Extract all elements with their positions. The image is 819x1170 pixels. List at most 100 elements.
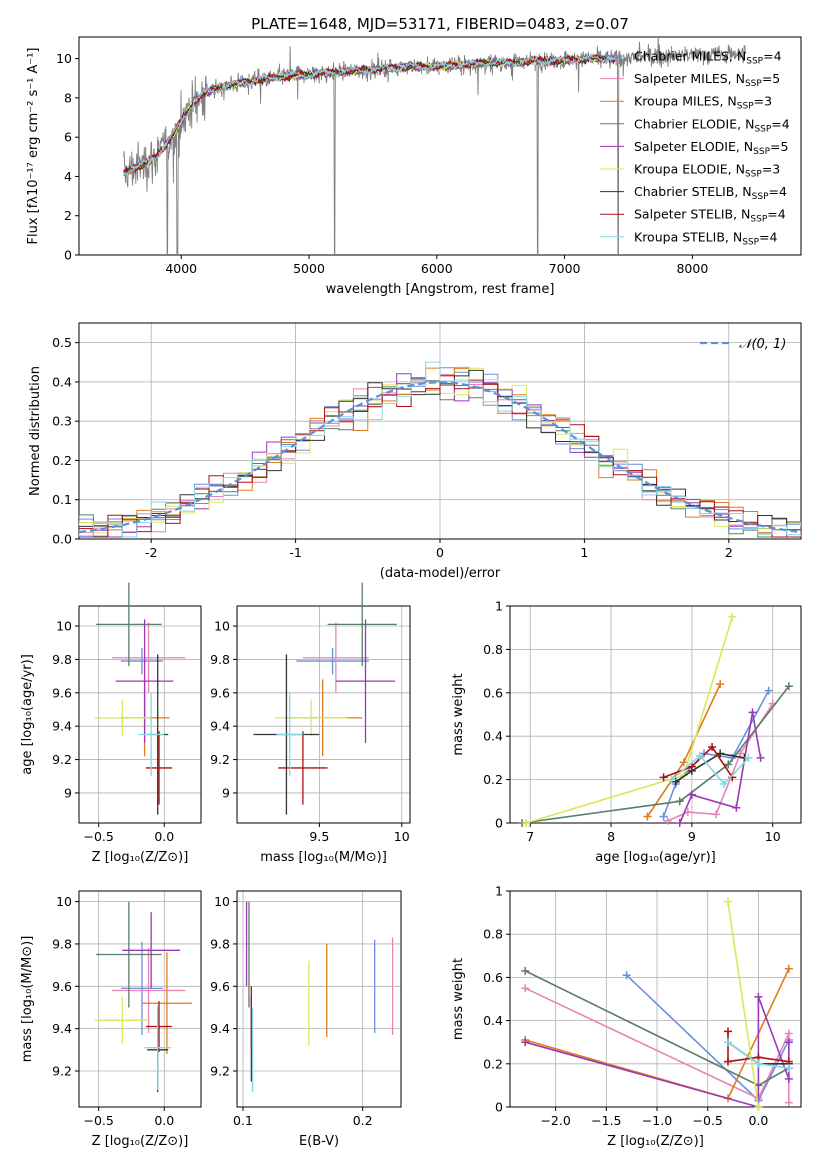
- y-tick-label: 9.4: [210, 1021, 230, 1036]
- legend-subscript: SSP: [750, 215, 767, 225]
- y-tick-label: 10: [56, 619, 72, 634]
- errorbar-point: [120, 647, 163, 675]
- legend-subscript: SSP: [737, 102, 754, 112]
- y-axis-label: mass weight: [451, 958, 466, 1040]
- y-tick-label: 1: [495, 599, 503, 614]
- model-spectrum-line: [123, 53, 616, 176]
- y-tick-label: 0.8: [483, 927, 503, 942]
- errorbar-point: [296, 647, 369, 675]
- x-tick-label: −1.5: [591, 1113, 621, 1128]
- y-tick-label: 9.2: [210, 1064, 230, 1079]
- errorbar-point: [302, 622, 369, 693]
- errorbar-point: [276, 692, 303, 777]
- errorbar-point: [120, 941, 163, 1035]
- plus-marker: [700, 749, 708, 758]
- errorbar-point: [145, 1001, 173, 1052]
- plus-marker: [754, 1103, 763, 1111]
- x-tick-label: -1: [289, 545, 301, 560]
- legend-count: =5: [762, 71, 780, 86]
- x-tick-label: 7: [526, 829, 534, 844]
- legend-entry: Salpeter STELIB, NSSP=4: [634, 207, 786, 225]
- plus-marker: [663, 816, 672, 825]
- y-tick-label: 9.6: [52, 979, 72, 994]
- x-axis-label: Z [log₁₀(Z/Z⊙)]: [92, 1134, 189, 1149]
- plus-marker: [732, 803, 741, 812]
- y-tick-label: 0: [495, 816, 503, 831]
- x-tick-label: 9.5: [309, 829, 329, 844]
- plus-marker: [723, 1027, 732, 1036]
- legend-subscript: SSP: [752, 192, 769, 202]
- plus-marker: [679, 758, 688, 767]
- plus-marker: [723, 1038, 732, 1047]
- series-line: [521, 685, 790, 824]
- legend-entry: 𝒩(0, 1): [739, 337, 786, 352]
- y-tick-label: 0.2: [483, 772, 503, 787]
- y-tick-label: 9.8: [52, 652, 72, 667]
- plus-marker: [764, 686, 773, 695]
- legend-subscript: SSP: [745, 79, 762, 89]
- errorbar-point: [278, 731, 328, 805]
- y-tick-label: 0.6: [483, 970, 503, 985]
- y-axis-label: mass weight: [451, 673, 466, 755]
- y-tick-label: 9.4: [52, 719, 72, 734]
- x-tick-label: 0.2: [353, 1113, 373, 1128]
- x-tick-label: 0.1: [233, 1113, 253, 1128]
- series-line: [525, 616, 734, 824]
- y-tick-label: 0.4: [52, 374, 72, 389]
- errorbar-point: [96, 582, 162, 667]
- plus-marker: [784, 682, 793, 691]
- axes-frame: [236, 890, 402, 1108]
- y-tick-label: 4: [64, 169, 72, 184]
- massweight_vs_Z-panel: −2.0 −1.5 −1.0 −0.5 0.0 0 0.2 0.4 0.6 0.8 1 Z [log₁…: [451, 884, 802, 1149]
- plus-marker: [695, 751, 704, 760]
- axes-frame: [78, 36, 802, 256]
- errorbar-point: [138, 692, 165, 777]
- x-axis-label: E(B-V): [299, 1134, 339, 1149]
- y-tick-label: 0.3: [52, 414, 72, 429]
- plus-marker: [708, 743, 717, 752]
- plus-marker: [724, 760, 733, 769]
- x-tick-label: 4000: [165, 261, 197, 276]
- legend-count: =4: [769, 184, 787, 199]
- x-tick-label: 0.0: [154, 829, 174, 844]
- errorbar-point: [144, 1005, 171, 1091]
- x-axis-label: Z [log₁₀(Z/Z⊙)]: [607, 1134, 704, 1149]
- x-tick-label: -2: [145, 545, 157, 560]
- x-axis-label: Z [log₁₀(Z/Z⊙)]: [92, 850, 189, 865]
- series-line: [727, 1031, 789, 1063]
- y-tick-label: 10: [214, 894, 230, 909]
- legend-subscript: SSP: [753, 147, 770, 157]
- plus-marker: [784, 964, 793, 973]
- y-tick-label: 0.1: [52, 492, 72, 507]
- legend-entry: Chabrier ELODIE, NSSP=4: [634, 116, 790, 134]
- x-tick-label: 7000: [549, 261, 581, 276]
- normal-curve: [79, 381, 801, 534]
- plus-marker: [728, 612, 737, 621]
- legend-entry: Chabrier MILES, NSSP=4: [634, 49, 782, 67]
- legend-subscript: SSP: [754, 124, 771, 134]
- x-tick-label: −1.0: [642, 1113, 672, 1128]
- plus-marker: [667, 775, 676, 784]
- y-tick-label: 1: [495, 884, 503, 899]
- errorbar-point: [122, 912, 181, 989]
- y-tick-label: 9.6: [210, 685, 230, 700]
- x-tick-label: 0: [436, 545, 444, 560]
- y-tick-label: 0.4: [483, 1013, 503, 1028]
- massweight_vs_age-panel: 7 8 9 10 0 0.2 0.4 0.6 0.8 1 age [log₁₀(age/yr)] ma…: [451, 599, 802, 865]
- legend-count: =4: [759, 229, 777, 244]
- y-tick-label: 0.8: [483, 642, 503, 657]
- legend-entry: Salpeter ELODIE, NSSP=5: [634, 139, 788, 157]
- y-tick-label: 9: [222, 785, 230, 800]
- y-tick-label: 10: [214, 619, 230, 634]
- plus-marker: [643, 812, 652, 821]
- plus-marker: [784, 1098, 793, 1107]
- legend-count: =4: [763, 49, 781, 64]
- legend-entry: Kroupa ELODIE, NSSP=3: [634, 162, 780, 180]
- errorbar-point: [94, 699, 150, 737]
- x-tick-label: −0.5: [693, 1113, 723, 1128]
- errorbar-point: [274, 699, 348, 737]
- plus-marker: [784, 1029, 793, 1038]
- plus-marker: [671, 777, 680, 786]
- y-axis-label: Normed distribution: [28, 366, 43, 496]
